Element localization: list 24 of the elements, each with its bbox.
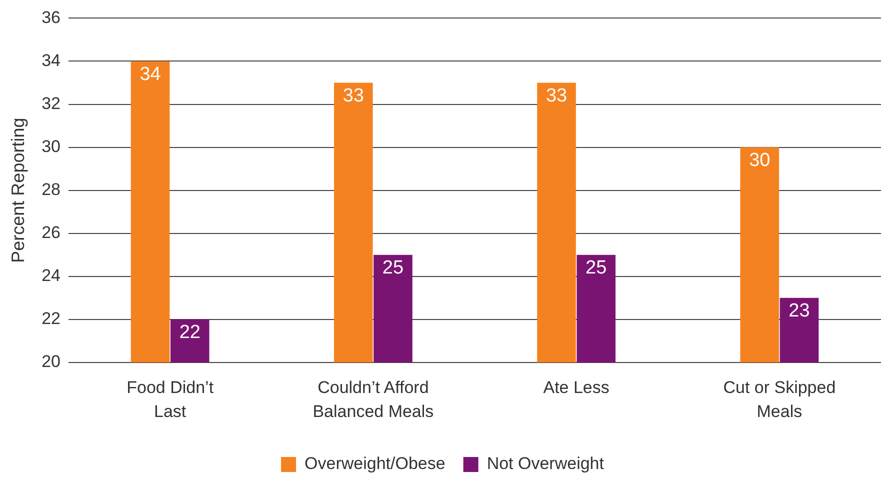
- y-tick-label: 20: [42, 352, 61, 372]
- data-label: 34: [140, 64, 162, 85]
- y-tick-label: 34: [42, 50, 61, 70]
- data-label: 25: [586, 258, 607, 279]
- data-label: 25: [382, 258, 404, 279]
- data-label: 22: [179, 322, 200, 344]
- x-tick-label: Couldn’t Afford Balanced Meals: [312, 378, 434, 421]
- x-tick-label: Food Didn’t Last: [126, 378, 214, 421]
- y-tick-label: 22: [42, 309, 61, 328]
- data-label: 33: [342, 85, 364, 106]
- y-tick-label: 28: [42, 180, 61, 199]
- y-tick-label: 30: [42, 136, 61, 156]
- data-label: 23: [788, 300, 810, 322]
- y-tick-label: 24: [42, 266, 61, 286]
- y-tick-label: 32: [42, 94, 61, 113]
- legend-label: Not Overweight: [486, 454, 604, 474]
- y-tick-label: 36: [42, 8, 61, 27]
- y-axis-title: Percent Reporting: [8, 118, 28, 263]
- data-label: 30: [749, 150, 770, 172]
- x-tick-label: Cut or Skipped Meals: [723, 378, 836, 421]
- data-label: 33: [546, 85, 568, 106]
- legend-label: Overweight/Obese: [304, 454, 446, 474]
- y-tick-label: 26: [42, 223, 61, 242]
- x-tick-label: Ate Less: [543, 378, 610, 397]
